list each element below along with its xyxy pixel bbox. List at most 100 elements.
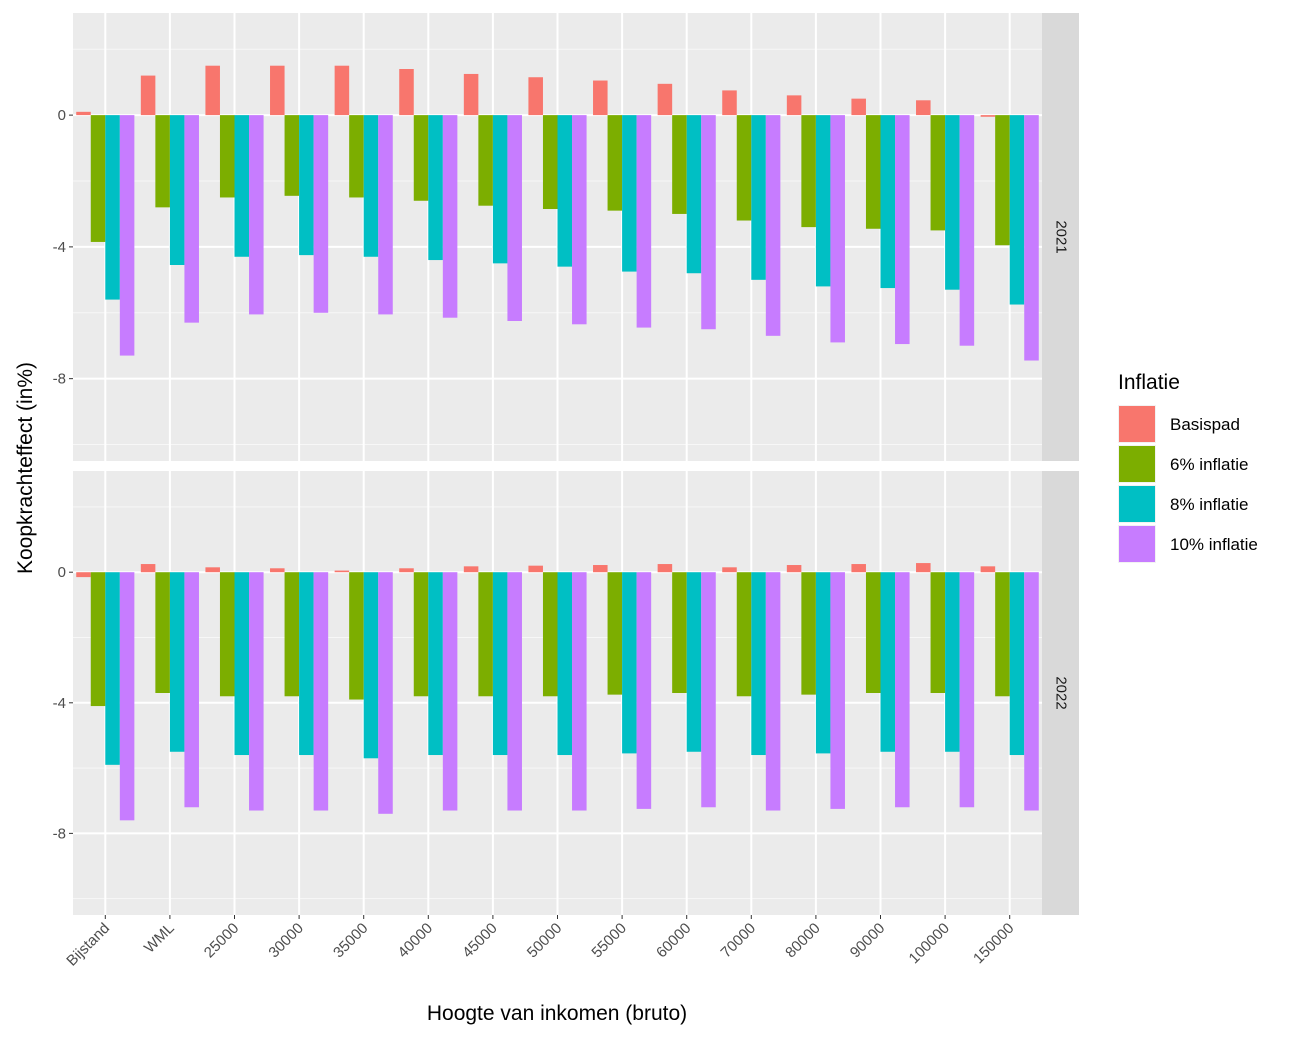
bar-basispad-60000 — [657, 83, 673, 116]
bar-8-inflatie-45000 — [492, 572, 508, 756]
bar-basispad-WML — [140, 564, 156, 573]
bar-basispad-50000 — [528, 565, 543, 573]
bar-10-inflatie-60000 — [701, 572, 716, 808]
legend-title: Inflatie — [1118, 371, 1180, 394]
bar-basispad-Bijstand — [76, 572, 91, 578]
bar-6-inflatie-45000 — [478, 115, 493, 206]
bar-8-inflatie-60000 — [686, 572, 702, 752]
bar-basispad-45000 — [463, 73, 479, 116]
bar-6-inflatie-70000 — [736, 115, 752, 221]
bar-10-inflatie-55000 — [636, 572, 652, 809]
x-tick-label: 25000 — [201, 920, 243, 962]
bar-6-inflatie-80000 — [801, 115, 816, 228]
legend: Inflatie Basispad 6% inflatie 8% inflatie 1… — [1118, 371, 1258, 563]
bar-basispad-40000 — [399, 568, 414, 573]
bar-10-inflatie-35000 — [378, 572, 393, 814]
bar-10-inflatie-80000 — [830, 572, 845, 809]
bar-basispad-80000 — [786, 95, 802, 116]
legend-key — [1119, 406, 1155, 442]
bar-8-inflatie-55000 — [622, 115, 637, 272]
x-tick-label: 150000 — [970, 920, 1017, 967]
facet-strip — [1042, 471, 1079, 915]
legend-entry: 10% inflatie — [1170, 535, 1258, 554]
bar-8-inflatie-30000 — [299, 572, 314, 756]
bar-basispad-25000 — [205, 65, 220, 116]
bar-6-inflatie-45000 — [478, 572, 493, 697]
bar-6-inflatie-50000 — [542, 572, 558, 697]
legend-key — [1119, 446, 1155, 482]
bar-6-inflatie-40000 — [413, 115, 429, 201]
facet-strip-label: 2022 — [1053, 676, 1070, 709]
bar-8-inflatie-40000 — [428, 572, 443, 756]
bar-8-inflatie-50000 — [557, 572, 573, 756]
x-tick-label: 50000 — [524, 920, 566, 962]
bar-8-inflatie-90000 — [880, 572, 896, 752]
bar-8-inflatie-100000 — [945, 115, 960, 290]
bar-8-inflatie-70000 — [751, 115, 766, 280]
bar-8-inflatie-55000 — [622, 572, 637, 754]
x-tick-label: 70000 — [718, 920, 760, 962]
x-tick-label: 100000 — [906, 920, 953, 967]
bar-8-inflatie-25000 — [234, 115, 250, 257]
bar-8-inflatie-45000 — [492, 115, 508, 264]
bar-10-inflatie-45000 — [507, 572, 522, 811]
bar-basispad-150000 — [980, 115, 996, 117]
bar-6-inflatie-150000 — [995, 572, 1010, 697]
bar-10-inflatie-90000 — [895, 572, 910, 808]
bar-10-inflatie-WML — [184, 572, 199, 808]
bar-10-inflatie-Bijstand — [119, 572, 135, 821]
bar-basispad-55000 — [593, 80, 608, 116]
bar-10-inflatie-55000 — [636, 115, 652, 328]
bar-10-inflatie-80000 — [830, 115, 845, 343]
bar-10-inflatie-25000 — [249, 115, 264, 315]
bar-6-inflatie-100000 — [930, 115, 946, 231]
bar-basispad-90000 — [851, 98, 866, 116]
bar-basispad-70000 — [722, 567, 737, 573]
bar-8-inflatie-100000 — [945, 572, 960, 752]
y-tick-label: 0 — [58, 107, 66, 124]
bar-basispad-55000 — [593, 565, 608, 573]
bar-6-inflatie-30000 — [284, 572, 300, 697]
chart-panels: 0 -4 -8 2021 0 -4 -8 2022 — [53, 13, 1079, 915]
bar-6-inflatie-150000 — [995, 115, 1010, 246]
y-tick-label: 0 — [58, 564, 66, 581]
bar-10-inflatie-Bijstand — [119, 115, 135, 356]
panel-2021: 0 -4 -8 2021 — [53, 13, 1079, 461]
bar-10-inflatie-30000 — [313, 572, 329, 811]
x-tick-label: 35000 — [330, 920, 372, 962]
x-axis: Bijstand WML 25000 30000 35000 40000 45000 5000… — [63, 915, 1018, 970]
bar-10-inflatie-70000 — [765, 572, 781, 811]
bar-10-inflatie-90000 — [895, 115, 910, 345]
bar-6-inflatie-25000 — [219, 115, 235, 198]
bar-10-inflatie-40000 — [442, 572, 458, 811]
bar-basispad-25000 — [205, 567, 220, 573]
bar-10-inflatie-25000 — [249, 572, 264, 811]
bar-8-inflatie-30000 — [299, 115, 314, 256]
bar-basispad-100000 — [916, 563, 931, 573]
y-tick-label: -4 — [53, 695, 66, 712]
bar-10-inflatie-30000 — [313, 115, 329, 313]
bar-basispad-35000 — [334, 65, 350, 116]
bar-6-inflatie-80000 — [801, 572, 816, 695]
x-tick-label: 40000 — [395, 920, 437, 962]
bar-basispad-30000 — [270, 65, 285, 116]
bar-6-inflatie-70000 — [736, 572, 752, 697]
legend-key — [1119, 526, 1155, 562]
bar-10-inflatie-50000 — [572, 572, 587, 811]
legend-entry: 8% inflatie — [1170, 495, 1248, 514]
bar-8-inflatie-40000 — [428, 115, 443, 261]
bar-6-inflatie-WML — [155, 572, 170, 693]
bar-8-inflatie-60000 — [686, 115, 702, 274]
bar-8-inflatie-WML — [169, 115, 185, 265]
x-tick-label: 30000 — [265, 920, 307, 962]
bar-6-inflatie-35000 — [349, 572, 364, 700]
bar-6-inflatie-WML — [155, 115, 170, 208]
bar-6-inflatie-90000 — [865, 572, 881, 693]
bar-10-inflatie-45000 — [507, 115, 522, 321]
bar-8-inflatie-90000 — [880, 115, 896, 289]
bar-basispad-100000 — [916, 100, 931, 116]
legend-entry: Basispad — [1170, 415, 1240, 434]
bar-basispad-40000 — [399, 69, 414, 116]
bar-8-inflatie-35000 — [363, 572, 379, 759]
